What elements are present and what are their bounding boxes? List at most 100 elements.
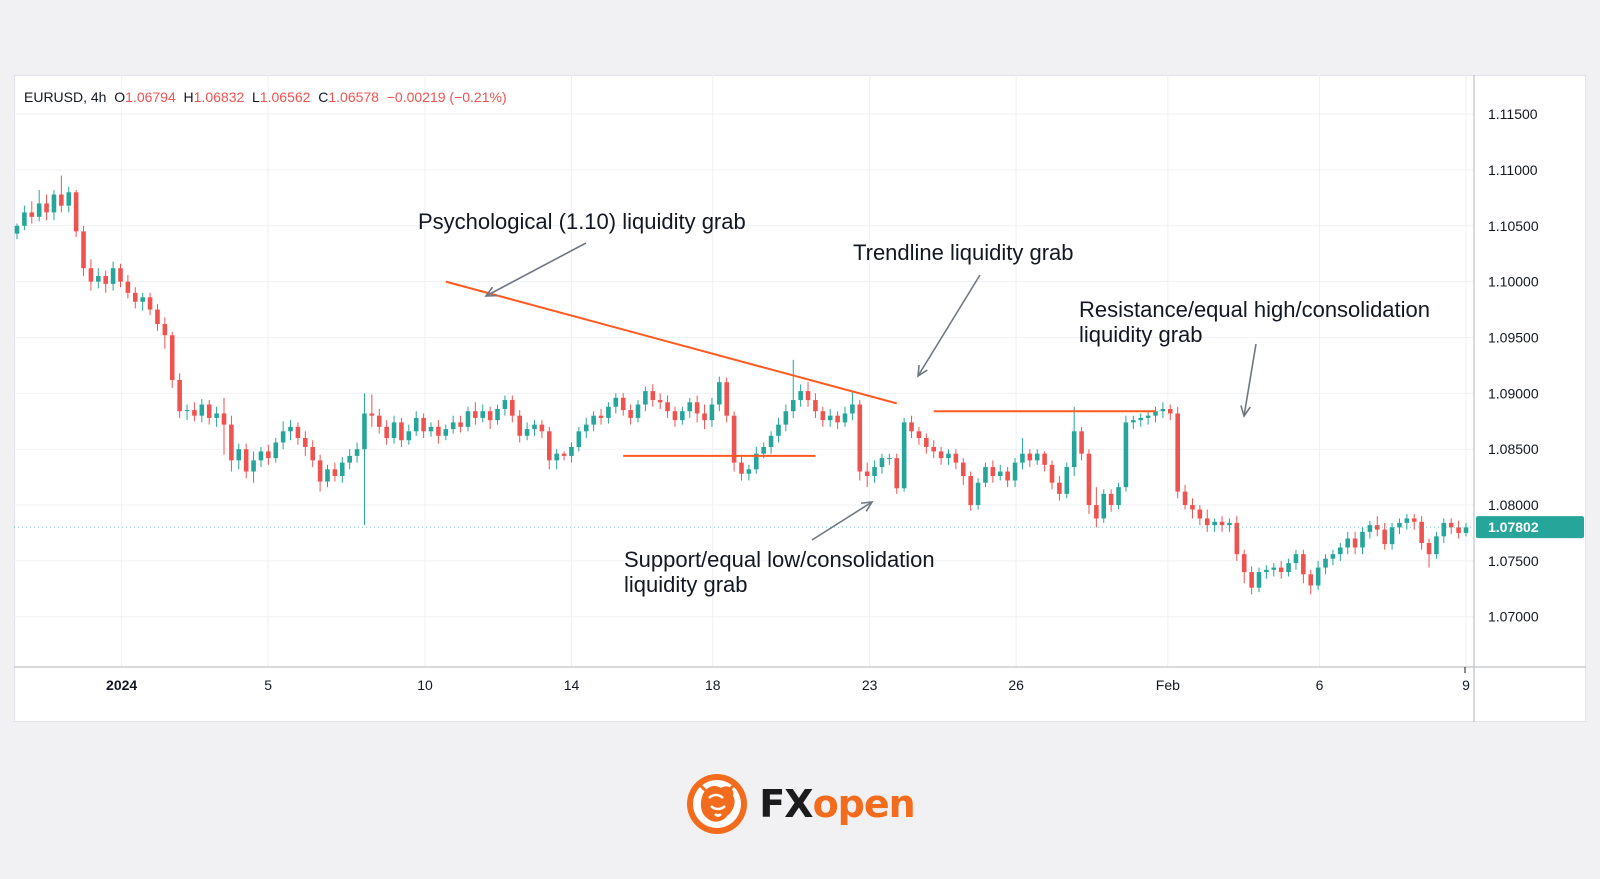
candle-body bbox=[805, 391, 811, 401]
candle-body bbox=[487, 411, 493, 421]
candle-body bbox=[894, 458, 900, 489]
candle-body bbox=[857, 404, 863, 472]
candle-body bbox=[22, 212, 27, 226]
candle-body bbox=[1094, 505, 1099, 519]
brand-fx: FX bbox=[759, 781, 813, 826]
x-tick-label: 9 bbox=[1462, 677, 1470, 693]
candle-body bbox=[192, 410, 197, 416]
candle-body bbox=[458, 422, 463, 427]
candle-body bbox=[1308, 574, 1314, 586]
candle-body bbox=[1012, 462, 1018, 481]
candle-body bbox=[221, 413, 227, 425]
legend-l-label: L bbox=[252, 89, 260, 105]
candle-body bbox=[1123, 422, 1129, 488]
candle-body bbox=[761, 446, 766, 454]
candle-body bbox=[990, 467, 996, 476]
candle-body bbox=[628, 410, 633, 418]
candle-body bbox=[480, 411, 486, 418]
candle-body bbox=[613, 397, 619, 407]
x-tick-label: Feb bbox=[1156, 677, 1180, 693]
candle-body bbox=[724, 382, 730, 416]
candle-body bbox=[1286, 563, 1291, 573]
arrow-psychological bbox=[485, 242, 587, 297]
candle-body bbox=[436, 426, 441, 436]
candle-body bbox=[421, 417, 426, 432]
candle-body bbox=[66, 192, 72, 206]
y-tick-label: 1.08000 bbox=[1488, 497, 1539, 513]
y-tick-label: 1.09500 bbox=[1488, 329, 1539, 345]
candle-body bbox=[162, 324, 168, 336]
candle-body bbox=[960, 462, 966, 476]
candle-body bbox=[635, 404, 641, 418]
candle-body bbox=[739, 462, 744, 474]
candle-body bbox=[59, 194, 64, 206]
candle-body bbox=[997, 471, 1003, 476]
candle-body bbox=[753, 453, 759, 470]
last-price-label: 1.07802 bbox=[1488, 519, 1539, 535]
candle-body bbox=[1234, 522, 1240, 555]
arrow-psychological-head bbox=[484, 286, 498, 297]
candle-body bbox=[1434, 536, 1439, 555]
arrow-resistance bbox=[1243, 343, 1257, 417]
candle-body bbox=[657, 400, 663, 403]
candle-body bbox=[1241, 554, 1247, 573]
arrow-resistance-head bbox=[1240, 405, 1252, 418]
candle-body bbox=[184, 410, 190, 412]
candle-body bbox=[450, 422, 456, 430]
candle-body bbox=[1197, 509, 1203, 519]
candle-body bbox=[1456, 527, 1461, 533]
candle-body bbox=[280, 431, 286, 443]
candle-body bbox=[554, 453, 559, 461]
candle-body bbox=[776, 424, 781, 436]
candle-body bbox=[569, 446, 574, 456]
arrow-support-head bbox=[860, 501, 874, 512]
candle-body bbox=[1404, 518, 1410, 523]
candle-body bbox=[879, 458, 885, 468]
candle-body bbox=[465, 411, 471, 427]
candle-body bbox=[1352, 538, 1358, 548]
candle-body bbox=[132, 292, 138, 302]
candle-body bbox=[1212, 521, 1217, 526]
candle-body bbox=[347, 455, 352, 463]
candle-body bbox=[1360, 531, 1365, 548]
candle-body bbox=[1005, 471, 1010, 481]
price-chart[interactable]: 1.11500 1.11000 1.10500 1.10000 1.09500 1.090… bbox=[14, 75, 1586, 722]
candle-body bbox=[687, 402, 693, 412]
candle-body bbox=[909, 422, 914, 432]
candle-body bbox=[1426, 543, 1432, 555]
candle-body bbox=[968, 475, 973, 506]
candle-body bbox=[665, 402, 670, 412]
candle-body bbox=[391, 422, 397, 439]
candle-body bbox=[1138, 417, 1144, 421]
candle-body bbox=[1042, 453, 1047, 465]
x-tick-label: 26 bbox=[1008, 677, 1024, 693]
candle-body bbox=[1145, 415, 1151, 418]
y-tick-label: 1.10000 bbox=[1488, 274, 1539, 290]
candle-body bbox=[199, 404, 205, 416]
fxopen-bull-icon bbox=[687, 773, 748, 834]
x-axis: 2024 5 10 14 18 23 26 Feb 6 9 bbox=[106, 677, 1470, 693]
candle-body bbox=[155, 309, 160, 325]
candle-body bbox=[1411, 518, 1417, 522]
candle-body bbox=[1338, 547, 1343, 555]
candle-body bbox=[1190, 505, 1195, 510]
candle-body bbox=[524, 429, 530, 436]
candle-body bbox=[1108, 493, 1114, 506]
candle-body bbox=[303, 438, 308, 447]
candle-body bbox=[125, 281, 131, 293]
candle-body bbox=[510, 400, 515, 416]
y-tick-label: 1.11000 bbox=[1488, 162, 1538, 178]
candle-body bbox=[310, 446, 316, 461]
candle-body bbox=[1293, 554, 1299, 564]
candle-body bbox=[938, 451, 944, 459]
y-axis: 1.11500 1.11000 1.10500 1.10000 1.09500 1.090… bbox=[1488, 106, 1539, 625]
candle-body bbox=[1397, 522, 1402, 528]
y-tick-label: 1.11500 bbox=[1488, 106, 1538, 122]
legend-c-value: 1.06578 bbox=[328, 89, 386, 105]
candle-body bbox=[406, 431, 412, 441]
candle-body bbox=[376, 415, 382, 427]
candle-body bbox=[140, 297, 145, 302]
last-price-badge bbox=[1476, 516, 1584, 539]
candle-body bbox=[561, 453, 567, 456]
fxopen-logo[interactable]: FXopen bbox=[685, 772, 916, 836]
